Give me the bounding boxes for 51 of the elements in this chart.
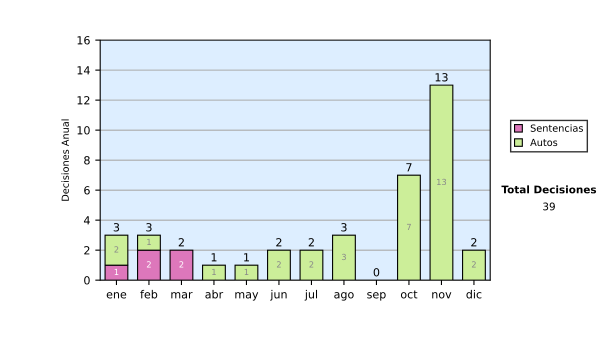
y-tick-label: 4 [84,216,90,224]
total-label: 2 [308,238,314,246]
total-label: 3 [146,223,152,232]
x-tick-label: jun [270,290,287,301]
y-tick-label: 12 [78,96,90,104]
total-label: 3 [114,223,120,232]
total-label: 1 [244,253,249,262]
data-label: 2 [146,261,151,268]
data-label: 2 [179,261,184,268]
data-label: 2 [276,261,281,268]
total-label: 3 [341,223,347,232]
x-tick-label: nov [432,292,452,298]
x-tick-label: oct [400,290,418,298]
y-tick-label: 14 [78,66,90,74]
legend-label: Autos [530,138,558,146]
data-label: 1 [212,268,216,275]
y-tick-label: 10 [78,126,90,135]
total-label: 1 [212,253,216,262]
data-label: 2 [309,261,314,268]
y-tick-label: 8 [84,156,90,165]
total-label: 2 [178,238,184,246]
text: 39 [543,202,555,210]
total-label: 7 [406,163,412,172]
x-tick-label: feb [140,290,158,298]
x-tick-label: sep [367,292,386,301]
x-tick-label: dic [466,290,482,298]
x-tick-label: ene [106,292,126,298]
data-label: 7 [406,224,411,230]
total-label: 0 [374,268,380,277]
data-label: 3 [342,254,346,260]
x-tick-label: abr [205,290,224,298]
data-label: 1 [147,238,151,245]
data-label: 1 [114,268,118,275]
data-label: 1 [244,268,248,275]
total-label: 13 [436,73,448,82]
data-label: 2 [114,246,118,252]
y-tick-label: 16 [78,36,90,44]
y-tick-label: 6 [84,186,90,195]
y-axis-title: Decisiones Anual [61,119,69,201]
x-tick-label: jul [304,290,318,301]
legend-label: Sentencias [530,124,583,132]
data-label: 2 [472,261,476,268]
text: Total Decisiones [501,185,596,194]
total-label: 2 [276,238,282,246]
x-tick-label: ago [334,292,354,301]
total-label: 2 [471,238,476,246]
x-tick-label: may [235,292,258,301]
y-tick-label: 0 [84,276,90,285]
x-tick-label: mar [171,292,193,298]
y-tick-label: 2 [84,246,90,254]
data-label: 13 [437,178,446,186]
